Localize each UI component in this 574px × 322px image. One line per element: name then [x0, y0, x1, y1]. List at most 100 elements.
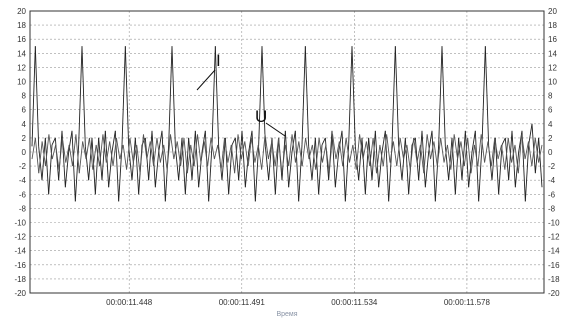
series-i-segment — [391, 46, 396, 145]
series-u-segment — [490, 137, 496, 167]
series-u-segment — [112, 137, 117, 167]
series-i-segment — [71, 130, 76, 202]
x-tick-label: 00:00:11.448 — [106, 298, 153, 307]
series-i-segment — [361, 137, 366, 195]
series-i-segment — [94, 137, 100, 195]
annotation-leader-u — [265, 122, 286, 137]
series-i-segment — [128, 146, 133, 181]
series-u-segment — [365, 141, 371, 167]
series-i-segment — [161, 130, 166, 202]
series-i-segment — [538, 137, 543, 188]
series-i-segment — [188, 137, 193, 181]
series-i-segment — [481, 46, 486, 145]
series-u-segment — [203, 141, 209, 167]
series-i-segment — [254, 144, 260, 202]
series-u-segment — [217, 144, 222, 170]
series-u-segment — [467, 137, 472, 174]
series-i-segment — [51, 137, 56, 146]
y-tick-label-right: 8 — [548, 92, 553, 101]
series-i-segment — [261, 46, 266, 147]
series-u-segment — [332, 134, 337, 160]
series-i-segment — [74, 144, 80, 202]
series-u-segment — [484, 141, 489, 163]
series-u-segment — [143, 134, 148, 160]
series-u-segment — [146, 141, 151, 160]
series-u-segment — [345, 137, 350, 163]
series-u-segment — [247, 137, 252, 167]
series-i-segment — [371, 130, 376, 181]
series-i-segment — [64, 151, 70, 188]
series-u-segment — [139, 134, 144, 174]
series-u-segment — [170, 134, 175, 160]
series-u-segment — [416, 144, 421, 163]
series-u-segment — [92, 144, 97, 170]
series-i-segment — [84, 146, 90, 181]
series-i-segment — [151, 130, 156, 188]
series-i-segment — [284, 130, 290, 188]
series-u-segment — [453, 134, 459, 160]
series-i-segment — [304, 46, 310, 147]
series-i-segment — [244, 151, 250, 188]
series-i-segment — [308, 146, 313, 181]
series-u-segment — [61, 137, 67, 163]
series-u-segment — [193, 134, 198, 167]
series-u-segment — [186, 144, 192, 174]
series-u-segment — [409, 137, 415, 170]
series-i-segment — [214, 46, 220, 147]
series-i-segment — [364, 137, 370, 195]
y-tick-label-left: -6 — [19, 190, 27, 199]
series-u-segment — [342, 137, 347, 167]
series-i-segment — [524, 144, 530, 202]
series-u-segment — [470, 144, 475, 174]
series-u-segment — [474, 144, 479, 167]
series-u-segment — [463, 137, 469, 167]
series-u-segment — [126, 137, 131, 170]
series-i-segment — [234, 137, 240, 181]
y-tick-label-left: 6 — [22, 106, 27, 115]
series-i-segment — [111, 130, 116, 153]
y-tick-label-left: -2 — [19, 162, 27, 171]
series-u-segment — [399, 137, 404, 160]
series-u-segment — [389, 141, 394, 163]
series-i-segment — [258, 46, 263, 145]
series-u-segment — [446, 144, 452, 170]
series-i-segment — [168, 46, 173, 145]
series-u-segment — [78, 141, 84, 174]
series-i-segment — [31, 46, 36, 147]
series-u-segment — [149, 141, 155, 167]
series-i-segment — [514, 151, 520, 188]
y-tick-label-left: 14 — [17, 49, 26, 58]
y-tick-label-right: 16 — [548, 35, 557, 44]
series-i-segment — [478, 144, 483, 202]
y-tick-label-left: -16 — [14, 261, 26, 270]
series-u-segment — [305, 137, 310, 160]
series-u-segment — [352, 144, 357, 170]
series-u-segment — [443, 144, 448, 163]
series-u-segment — [68, 144, 73, 167]
y-tick-label-right: 20 — [548, 7, 557, 16]
series-u-segment — [311, 144, 317, 170]
y-tick-label-left: 4 — [22, 120, 27, 129]
y-tick-label-right: -12 — [548, 233, 560, 242]
series-u-segment — [88, 137, 94, 170]
series-u-segment — [315, 137, 320, 170]
series-i-segment — [154, 151, 160, 188]
series-u-segment — [382, 134, 388, 167]
series-u-segment — [325, 144, 330, 174]
series-u-segment — [166, 134, 171, 170]
series-u-segment — [102, 134, 107, 163]
series-u-segment — [251, 137, 256, 163]
series-u-segment — [355, 134, 361, 170]
series-u-segment — [55, 144, 60, 170]
series-u-segment — [261, 134, 266, 170]
y-tick-label-right: -4 — [548, 176, 556, 185]
series-i-segment — [101, 130, 106, 181]
series-u-segment — [132, 144, 138, 163]
series-i-segment — [298, 144, 303, 202]
series-i-segment — [171, 46, 176, 147]
y-tick-label-left: -18 — [14, 275, 26, 284]
series-u-segment — [362, 141, 367, 160]
series-i-segment — [178, 137, 183, 181]
series-u-segment — [436, 137, 442, 167]
series-u-segment — [51, 144, 57, 160]
